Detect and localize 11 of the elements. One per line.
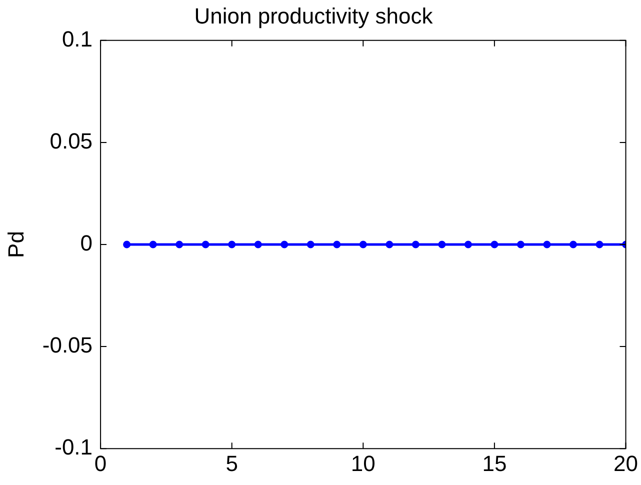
y-tick-label: -0.1 bbox=[54, 434, 93, 460]
y-tick-label: 0.1 bbox=[62, 26, 93, 52]
x-tick-label: 5 bbox=[226, 450, 238, 476]
y-tick-label: 0 bbox=[80, 230, 93, 256]
chart-title: Union productivity shock bbox=[194, 3, 434, 28]
y-tick-label: 0.05 bbox=[50, 128, 93, 154]
x-tick-label: 10 bbox=[350, 450, 376, 476]
x-tick-label: 15 bbox=[482, 450, 507, 476]
x-tick-label: 20 bbox=[614, 450, 638, 476]
y-axis-title: Pd bbox=[3, 231, 28, 258]
y-tick-label: -0.05 bbox=[42, 332, 93, 358]
